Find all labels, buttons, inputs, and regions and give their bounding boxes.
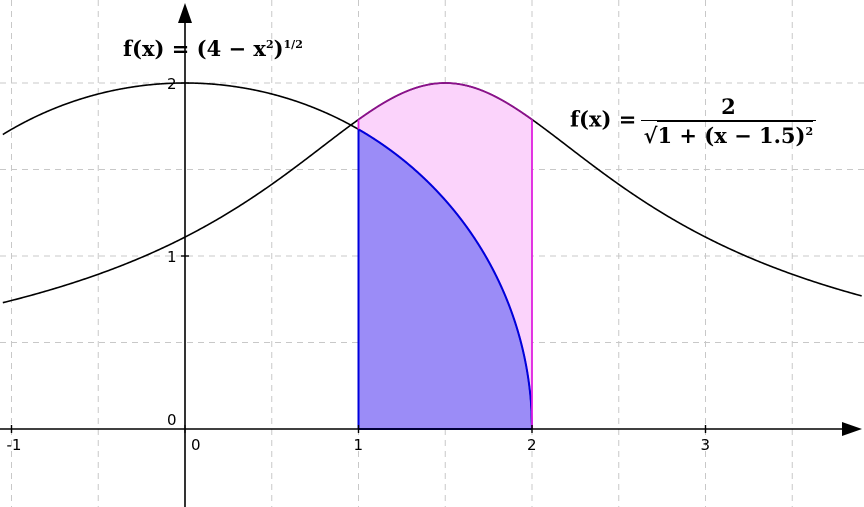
shaded-regions [358,83,532,429]
y-tick-label: 0 [167,411,177,429]
shaded-region-circle [358,129,532,429]
x-tick-label: 0 [191,436,201,454]
x-tick-label: 3 [701,436,711,454]
function-label-bell: f(x) = 2 √1 + (x − 1.5)2 [570,94,817,148]
radical-sign-icon: √ [643,123,658,148]
x-tick-label: -1 [7,436,22,454]
y-tick-label: 2 [167,75,177,93]
function-label-bell-numerator: 2 [640,94,817,121]
function-label-circle: f(x) = (4 − x2)1/2 [123,36,303,61]
curve-circle-highlight [357,128,533,430]
function-label-bell-radicand-square: 2 [805,125,814,138]
function-label-bell-radicand-text: 1 + (x − 1.5) [657,123,806,148]
function-label-bell-fraction: 2 √1 + (x − 1.5)2 [640,94,817,148]
x-axis-arrow-icon [842,422,862,436]
function-label-bell-lhs: f(x) = [570,106,644,132]
function-label-circle-exponent: 1/2 [283,38,303,51]
function-label-circle-close: ) [273,36,284,61]
function-label-bell-denominator: √1 + (x − 1.5)2 [643,121,814,148]
function-label-circle-square: 2 [265,38,274,51]
curve-bell-highlight [357,82,533,121]
function-label-circle-lhs: f(x) = (4 − x [123,36,266,61]
x-tick-label: 2 [527,436,537,454]
function-label-bell-radicand: 1 + (x − 1.5)2 [657,121,814,148]
y-tick-label: 1 [167,248,177,266]
tick-labels: -1 0 1 2 3 0 1 2 [7,75,711,454]
x-tick-label: 1 [354,436,364,454]
y-axis-arrow-icon [178,3,192,23]
